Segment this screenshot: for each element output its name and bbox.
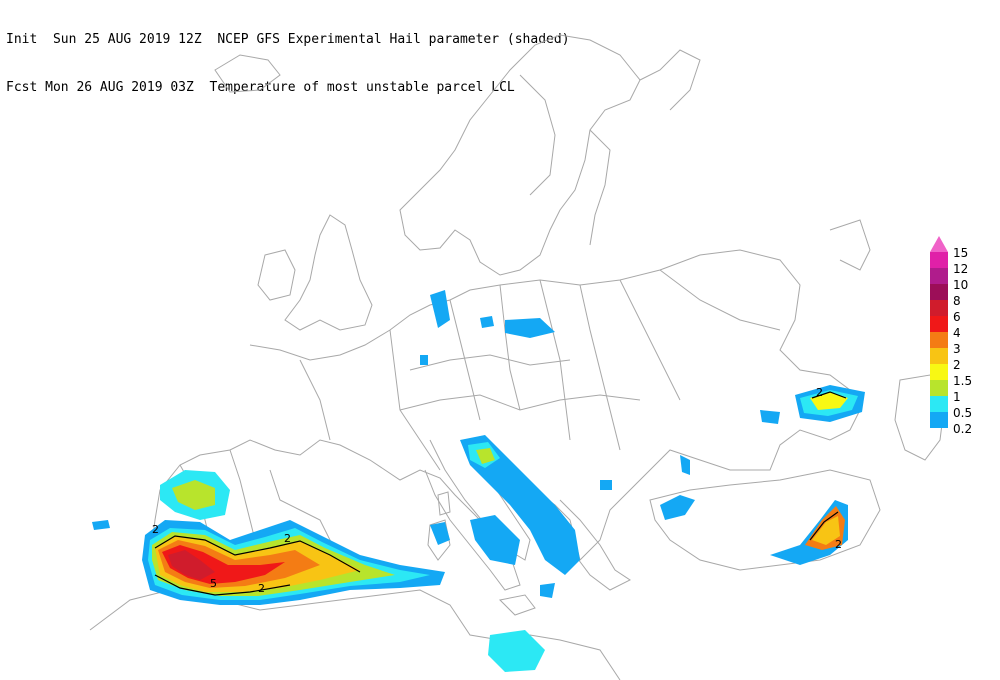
legend-entry: 2: [928, 348, 988, 372]
legend-swatch: [930, 268, 948, 284]
header-line-init: Init Sun 25 AUG 2019 12Z NCEP GFS Experi…: [6, 32, 570, 47]
legend-label: 8: [953, 294, 961, 308]
legend-entry: 0.5: [928, 396, 988, 420]
legend-swatch: [930, 300, 948, 316]
legend-arrow-icon: [930, 236, 948, 252]
header-line-forecast: Fcst Mon 26 AUG 2019 03Z Temperature of …: [6, 80, 515, 95]
legend-label: 2: [953, 358, 961, 372]
legend-label: 10: [953, 278, 969, 292]
contour-label: 2: [258, 582, 265, 595]
shade-adriatic: [460, 435, 580, 575]
legend-label: 4: [953, 326, 961, 340]
legend-swatch: [930, 412, 948, 428]
legend-entry: 15: [928, 236, 988, 260]
legend-entry: 10: [928, 268, 988, 292]
contour-label: 2: [152, 523, 159, 536]
legend-swatch: [930, 332, 948, 348]
hail-parameter-shading: [92, 290, 865, 672]
legend-swatch: [930, 364, 948, 380]
legend-swatch: [930, 284, 948, 300]
legend-entry: 8: [928, 284, 988, 308]
legend-entry: 6: [928, 300, 988, 324]
legend-label: 6: [953, 310, 961, 324]
contour-label: 5: [210, 577, 217, 590]
legend-entry: 0.2: [928, 412, 988, 436]
map-header: Init Sun 25 AUG 2019 12Z NCEP GFS Experi…: [6, 0, 570, 112]
legend-label: 0.2: [953, 422, 973, 436]
legend-label: 3: [953, 342, 961, 356]
legend-swatch: [930, 348, 948, 364]
shade-iberia-6: [168, 550, 215, 580]
lcl-contours: [154, 391, 847, 596]
legend-entry: 1: [928, 380, 988, 404]
contour-label: 2: [816, 386, 823, 399]
legend-label: 15: [953, 246, 969, 260]
shade-sicily: [488, 630, 545, 672]
color-legend: 15 12 10 8 6 4 3 2 1.5 1 0.5 0.2: [928, 236, 988, 436]
legend-swatch: [930, 316, 948, 332]
contour-label: 2: [835, 538, 842, 551]
shade-tyrrhenian: [470, 515, 520, 565]
legend-label: 12: [953, 262, 969, 276]
legend-label: 1.5: [953, 374, 973, 388]
legend-swatch: [930, 252, 948, 268]
contour-label: 2: [284, 532, 291, 545]
legend-label: 1: [953, 390, 961, 404]
legend-swatch: [930, 380, 948, 396]
legend-entry: 1.5: [928, 364, 988, 388]
legend-entry: 4: [928, 316, 988, 340]
legend-label: 0.5: [953, 406, 973, 420]
legend-entry: 3: [928, 332, 988, 356]
legend-entry: 12: [928, 252, 988, 276]
legend-swatch: [930, 396, 948, 412]
contour-labels: 2 2 5 2 2 2: [152, 386, 842, 595]
